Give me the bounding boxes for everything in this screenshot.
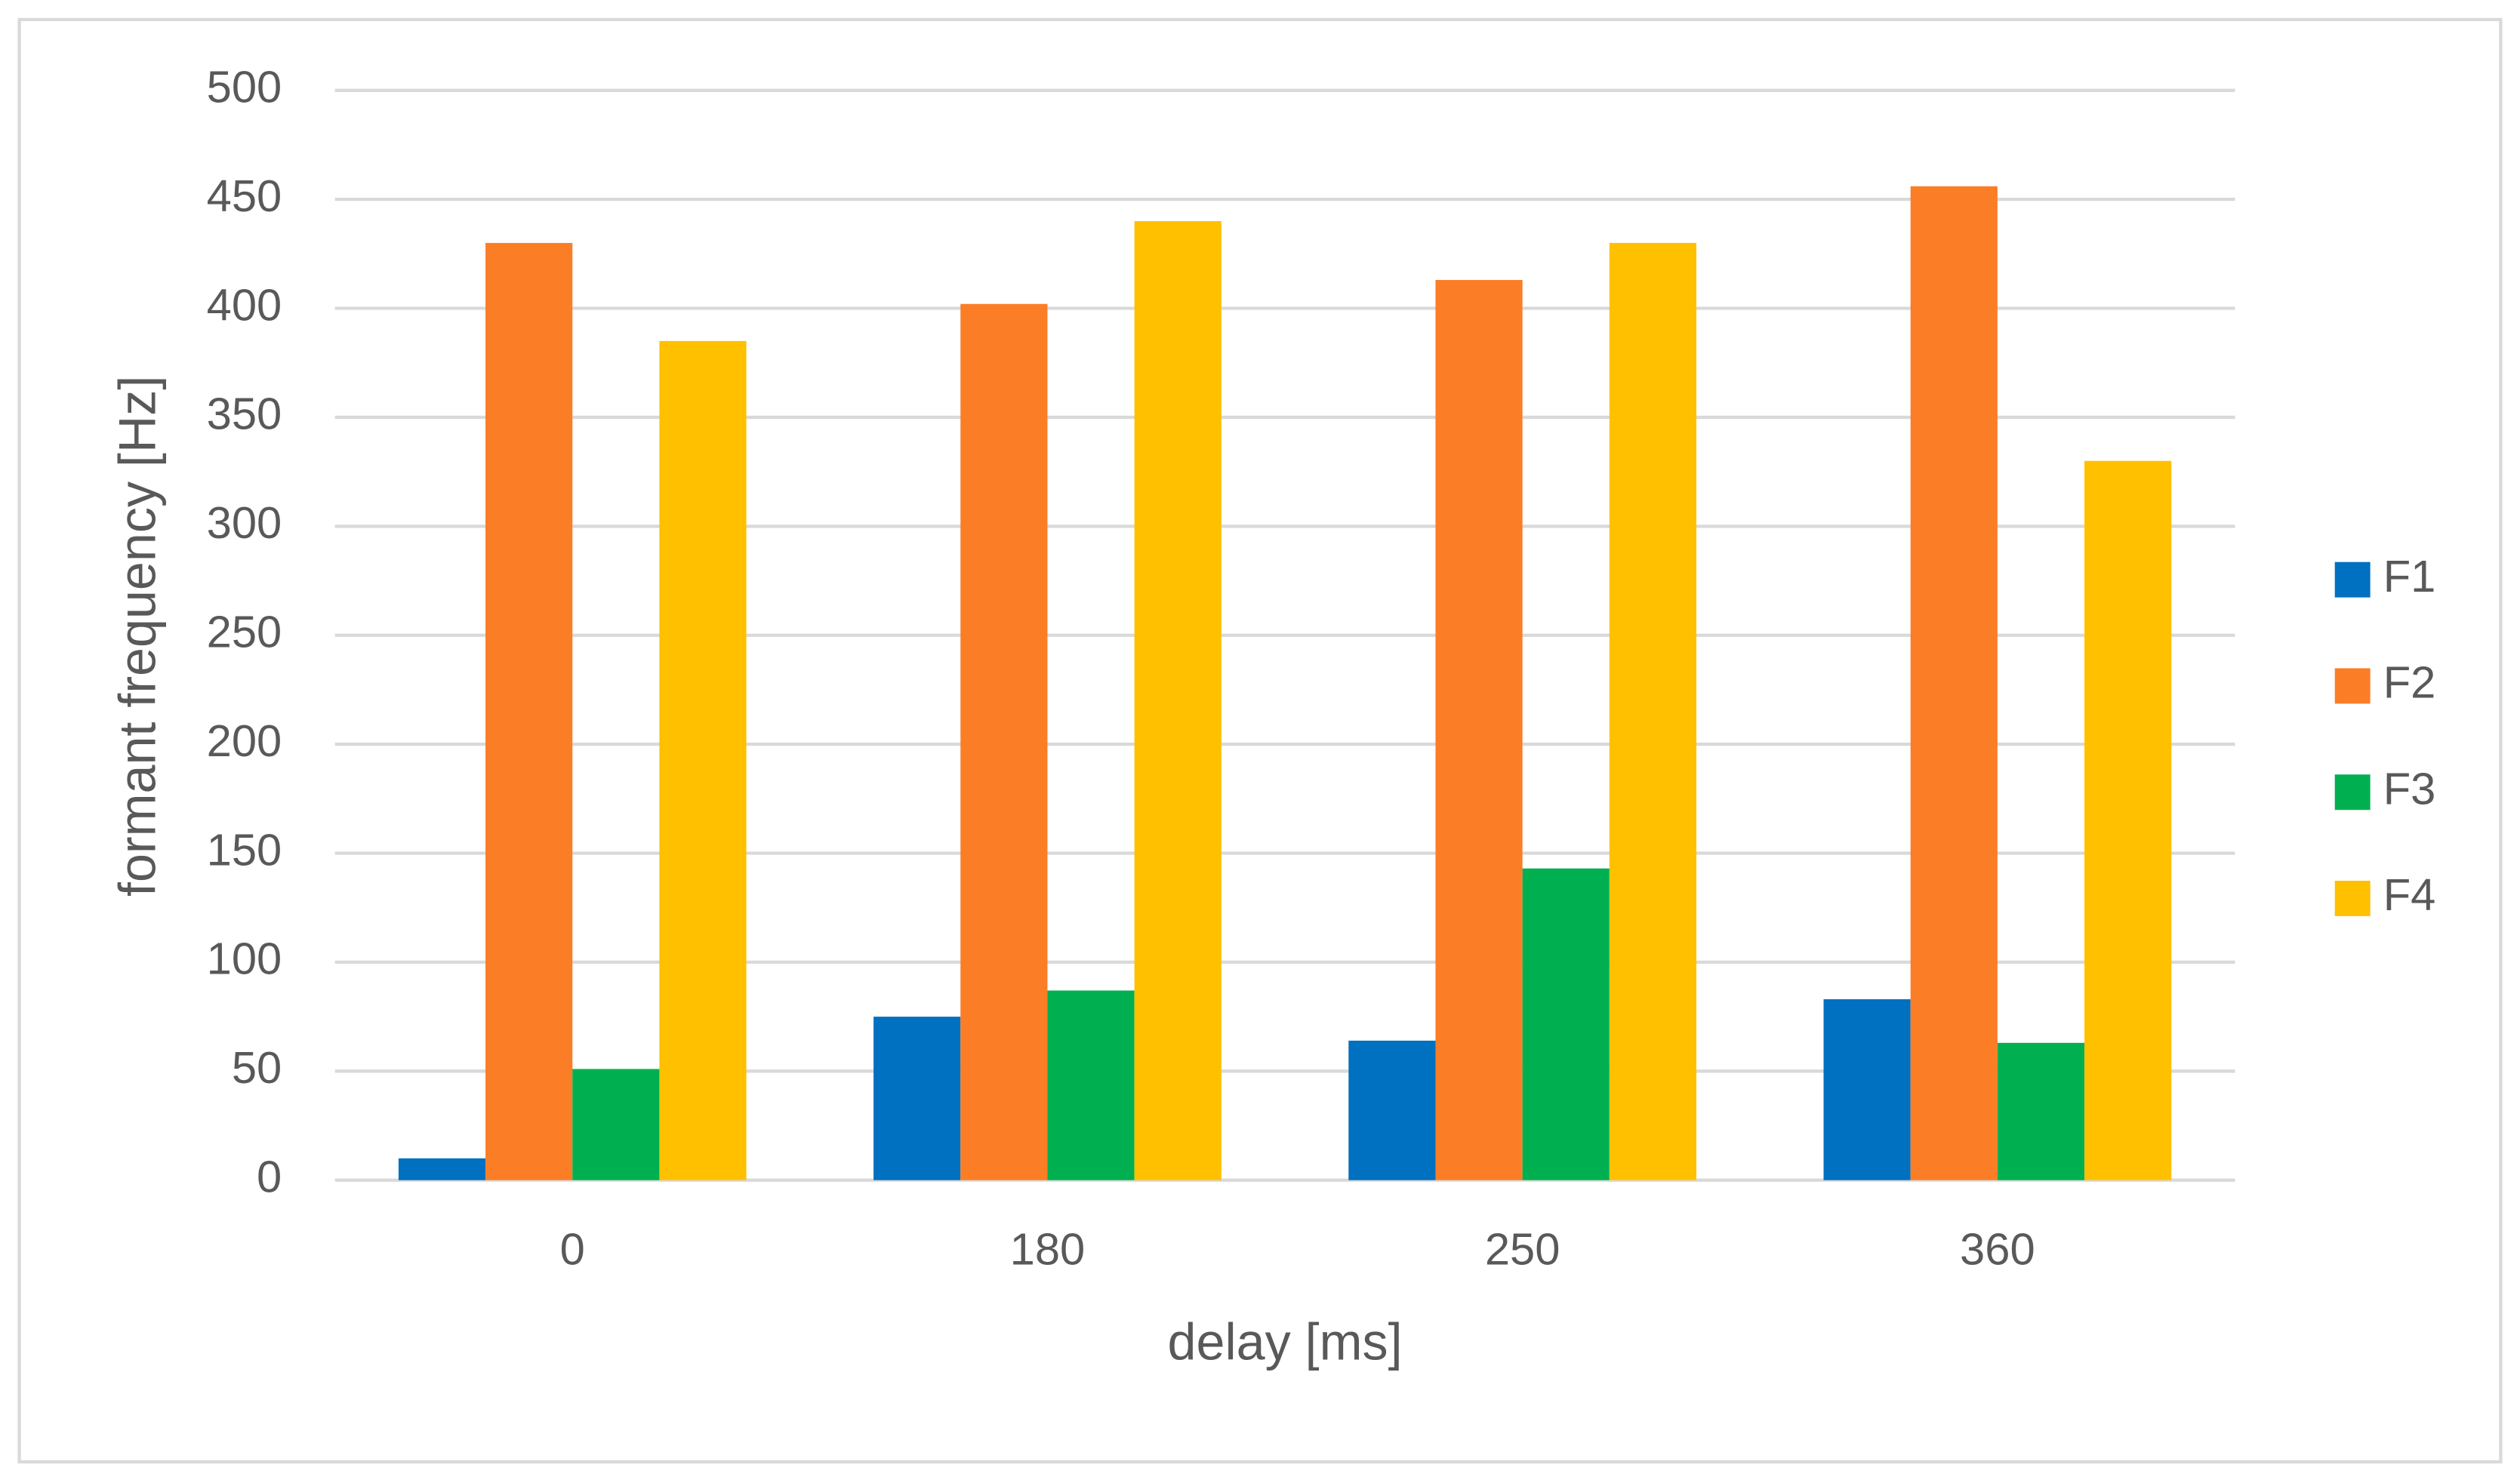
bar <box>873 1017 961 1180</box>
bar <box>398 1158 486 1180</box>
y-tick-label: 300 <box>207 497 282 548</box>
bar <box>1134 221 1221 1180</box>
legend-label: F4 <box>2383 869 2436 920</box>
x-tick-label: 360 <box>1960 1223 2035 1274</box>
y-tick-label: 350 <box>207 389 282 439</box>
y-tick-label: 150 <box>207 824 282 875</box>
bar <box>572 1069 660 1180</box>
bar <box>1047 990 1135 1180</box>
legend-label: F3 <box>2383 763 2436 814</box>
x-tick-label: 250 <box>1485 1223 1560 1274</box>
bar <box>1609 242 1697 1180</box>
x-tick-label: 0 <box>560 1223 585 1274</box>
legend-swatch <box>2334 668 2371 704</box>
y-axis-label: formant frequency [Hz] <box>109 376 167 897</box>
bar <box>659 340 747 1180</box>
y-tick-label: 0 <box>257 1151 282 1201</box>
bar <box>485 242 573 1180</box>
bar <box>2084 460 2172 1180</box>
legend-label: F2 <box>2383 657 2436 708</box>
bar <box>1823 999 1911 1180</box>
legend-swatch <box>2334 562 2371 598</box>
y-tick-label: 200 <box>207 715 282 766</box>
y-tick-label: 400 <box>207 279 282 330</box>
bar <box>1348 1040 1436 1180</box>
y-tick-label: 100 <box>207 934 282 984</box>
legend-swatch <box>2334 774 2371 811</box>
x-tick-label: 180 <box>1010 1223 1086 1274</box>
bar <box>1997 1042 2085 1180</box>
legend-swatch <box>2334 880 2371 916</box>
y-tick-label: 500 <box>207 62 282 112</box>
y-tick-label: 250 <box>207 607 282 657</box>
x-axis-label: delay [ms] <box>1168 1313 1403 1371</box>
bar <box>1435 279 1523 1180</box>
bar <box>1910 186 1998 1180</box>
legend-label: F1 <box>2383 551 2436 602</box>
y-tick-label: 50 <box>232 1042 282 1093</box>
y-tick-label: 450 <box>207 171 282 221</box>
bar <box>1522 868 1610 1180</box>
bar <box>960 303 1048 1180</box>
